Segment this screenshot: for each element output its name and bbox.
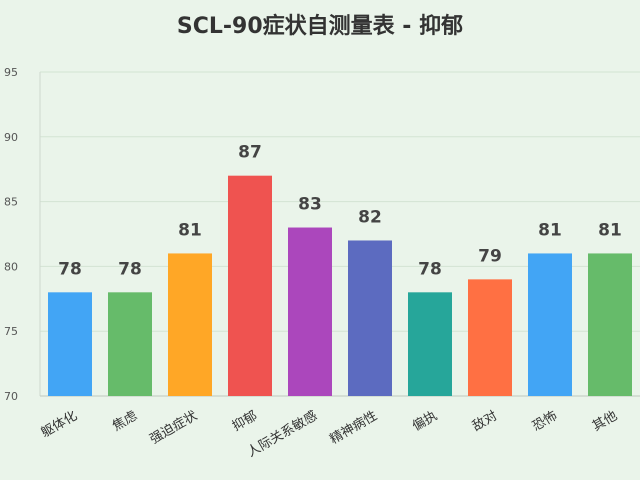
y-tick-label: 70 (4, 390, 18, 403)
data-label: 79 (478, 246, 502, 266)
chart-title: SCL-90症状自测量表 - 抑郁 (176, 14, 464, 39)
y-tick-label: 95 (4, 66, 18, 79)
data-label: 81 (178, 220, 202, 240)
x-tick-label: 偏执 (410, 408, 440, 434)
y-tick-label: 90 (4, 131, 18, 144)
x-tick-label: 敌对 (470, 408, 500, 434)
bar (528, 253, 572, 396)
data-label: 78 (58, 259, 82, 279)
bar (168, 253, 212, 396)
x-tick-label: 其他 (590, 408, 620, 434)
data-label: 78 (418, 259, 442, 279)
x-tick-label: 焦虑 (110, 408, 140, 434)
y-tick-label: 75 (4, 325, 18, 338)
data-label: 81 (538, 220, 562, 240)
bar (468, 279, 512, 396)
x-tick-label: 抑郁 (230, 408, 260, 434)
x-tick-label: 强迫症状 (147, 408, 200, 447)
x-tick-label: 精神病性 (327, 408, 380, 447)
x-tick-label: 躯体化 (38, 408, 80, 441)
bar (348, 240, 392, 396)
bar (48, 292, 92, 396)
data-label: 87 (238, 143, 262, 163)
bar (588, 253, 632, 396)
bar (408, 292, 452, 396)
bar (228, 175, 272, 396)
y-tick-label: 85 (4, 196, 18, 209)
data-label: 83 (298, 195, 322, 215)
x-tick-label: 恐怖 (529, 408, 560, 435)
bar (288, 227, 332, 396)
bar (108, 292, 152, 396)
data-label: 82 (358, 207, 382, 227)
data-label: 78 (118, 259, 142, 279)
data-label: 81 (598, 220, 622, 240)
y-tick-label: 80 (4, 260, 18, 273)
